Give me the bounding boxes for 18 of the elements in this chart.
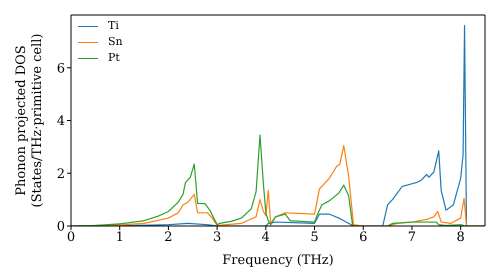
x-tick-label: 0 (66, 230, 76, 246)
y-tick-label: 4 (56, 114, 65, 130)
x-tick-label: 2 (164, 230, 173, 246)
x-tick-label: 3 (212, 230, 222, 246)
x-tick-label: 6 (359, 230, 368, 246)
y-axis-title: Phonon projected DOS (States/THz·primitive cell) (14, 33, 45, 208)
y-tick-label: 6 (56, 61, 65, 76)
x-axis-title: Frequency (THz) (222, 253, 334, 268)
y-tick-label: 0 (56, 220, 65, 235)
y-tick-label: 2 (56, 166, 65, 182)
x-tick-label: 7 (408, 230, 416, 246)
legend-label: Pt (108, 50, 120, 66)
legend-label: Sn (108, 34, 123, 50)
x-tick-label: 5 (310, 230, 319, 246)
x-tick-label: 4 (262, 230, 270, 246)
x-tick-label: 1 (116, 230, 124, 246)
x-tick-label: 8 (456, 230, 465, 246)
legend-label: Ti (108, 18, 119, 34)
